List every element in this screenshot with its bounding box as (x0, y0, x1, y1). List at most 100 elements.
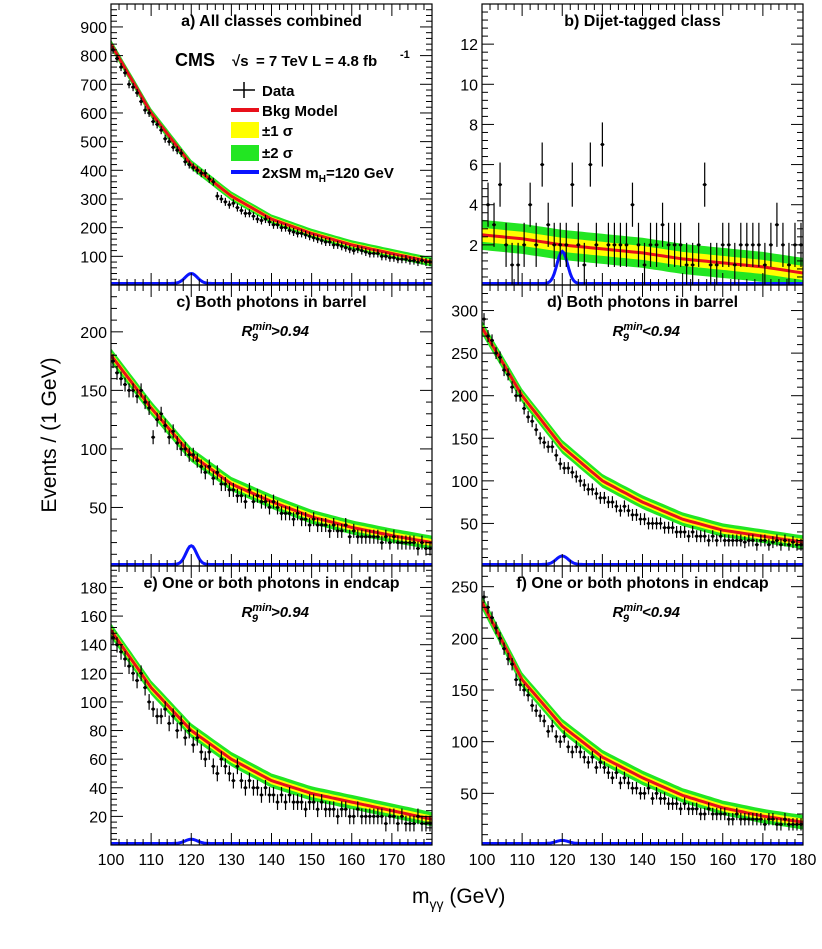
data-point (231, 201, 235, 205)
data-point (304, 517, 308, 521)
data-point (199, 750, 203, 754)
data-point (666, 243, 671, 247)
data-point (287, 511, 292, 515)
panel-title-a: a) All classes combined (181, 13, 362, 30)
data-point (566, 466, 570, 470)
data-point (420, 259, 424, 263)
x-tick-label: 150 (669, 852, 696, 869)
x-tick-label: 110 (138, 852, 164, 869)
y-tick-label: 250 (451, 580, 478, 597)
data-point (691, 530, 695, 534)
data-point (195, 168, 199, 172)
data-point (332, 807, 336, 811)
data-point (751, 243, 755, 247)
bkg-model-line-f (482, 601, 803, 824)
data-point (191, 743, 195, 747)
data-point (203, 757, 207, 761)
x-axis-label: mγγ (GeV) (412, 885, 505, 912)
data-point (538, 436, 542, 440)
data-point (588, 162, 592, 167)
data-point (648, 243, 653, 247)
data-point (179, 447, 183, 451)
data-point (143, 400, 147, 404)
data-point (492, 223, 496, 227)
panel-subtitle-sub: 9 (252, 332, 259, 344)
y-tick-label: 50 (89, 500, 107, 517)
data-point (207, 464, 211, 469)
data-point (404, 257, 408, 261)
data-point (763, 822, 767, 826)
data-point (420, 821, 424, 826)
data-point (662, 796, 667, 801)
data-point (388, 540, 392, 545)
y-tick-label: 180 (80, 580, 107, 597)
data-point (787, 263, 791, 267)
data-point (279, 226, 284, 230)
data-point (295, 231, 300, 235)
data-point (396, 821, 400, 826)
data-point (308, 800, 312, 804)
y-tick-label: 100 (451, 735, 478, 752)
panel-subtitle-sup: min (252, 602, 272, 614)
data-point (183, 736, 187, 740)
legend-label-data: Data (262, 83, 295, 100)
y-tick-label: 50 (460, 516, 478, 533)
data-point (304, 233, 308, 237)
data-point (299, 517, 304, 521)
data-point (123, 657, 127, 661)
data-point (179, 151, 183, 155)
data-point (231, 779, 235, 783)
data-point (239, 494, 244, 498)
data-point (727, 538, 731, 543)
data-point (558, 462, 562, 466)
data-point (295, 800, 300, 804)
panels: 100 200 300 400 500 600 700 800 900 a) All classe… (80, 3, 816, 869)
data-point (634, 786, 639, 790)
data-point (127, 388, 131, 392)
data-point (151, 119, 155, 124)
legend-experiment: CMS (175, 50, 215, 70)
data-point (340, 244, 344, 248)
data-point (171, 429, 175, 433)
data-point (195, 736, 199, 740)
data-point (703, 183, 707, 187)
data-point (721, 243, 725, 247)
data-point (271, 500, 276, 504)
data-point (131, 85, 135, 89)
data-point (376, 535, 380, 539)
data-point (612, 243, 617, 247)
data-point (733, 263, 737, 267)
data-point (227, 488, 231, 492)
data-point (614, 771, 619, 775)
data-point (155, 418, 159, 422)
data-point (707, 807, 711, 811)
data-point (348, 247, 352, 251)
data-point (634, 513, 639, 517)
data-point (711, 812, 715, 816)
data-point (683, 802, 687, 806)
data-point (582, 483, 586, 487)
data-point (727, 817, 731, 821)
data-point (223, 482, 227, 486)
panel-subtitle-rest: <0.94 (642, 323, 681, 340)
data-point (614, 504, 619, 508)
data-point (111, 359, 115, 363)
panel-e: 20 40 60 80 100 120 140 160 180 100 110 120 130 140 15… (80, 565, 445, 869)
data-point (344, 807, 348, 811)
data-point (586, 760, 590, 764)
data-point (743, 817, 747, 821)
band-2sigma-e (111, 623, 432, 827)
x-tick-label: 140 (629, 852, 656, 869)
y-tick-label: 600 (80, 106, 107, 123)
data-point (775, 538, 779, 543)
data-point (767, 817, 771, 821)
data-point (775, 223, 779, 227)
data-point (380, 540, 384, 545)
y-tick-label: 100 (80, 695, 107, 712)
panel-title-e: e) One or both photons in endcap (144, 575, 400, 592)
data-point (259, 218, 264, 223)
data-point (235, 205, 239, 210)
data-point (498, 355, 502, 359)
y-tick-label: 4 (469, 198, 478, 215)
legend-label-signal-sub: H (319, 174, 326, 185)
